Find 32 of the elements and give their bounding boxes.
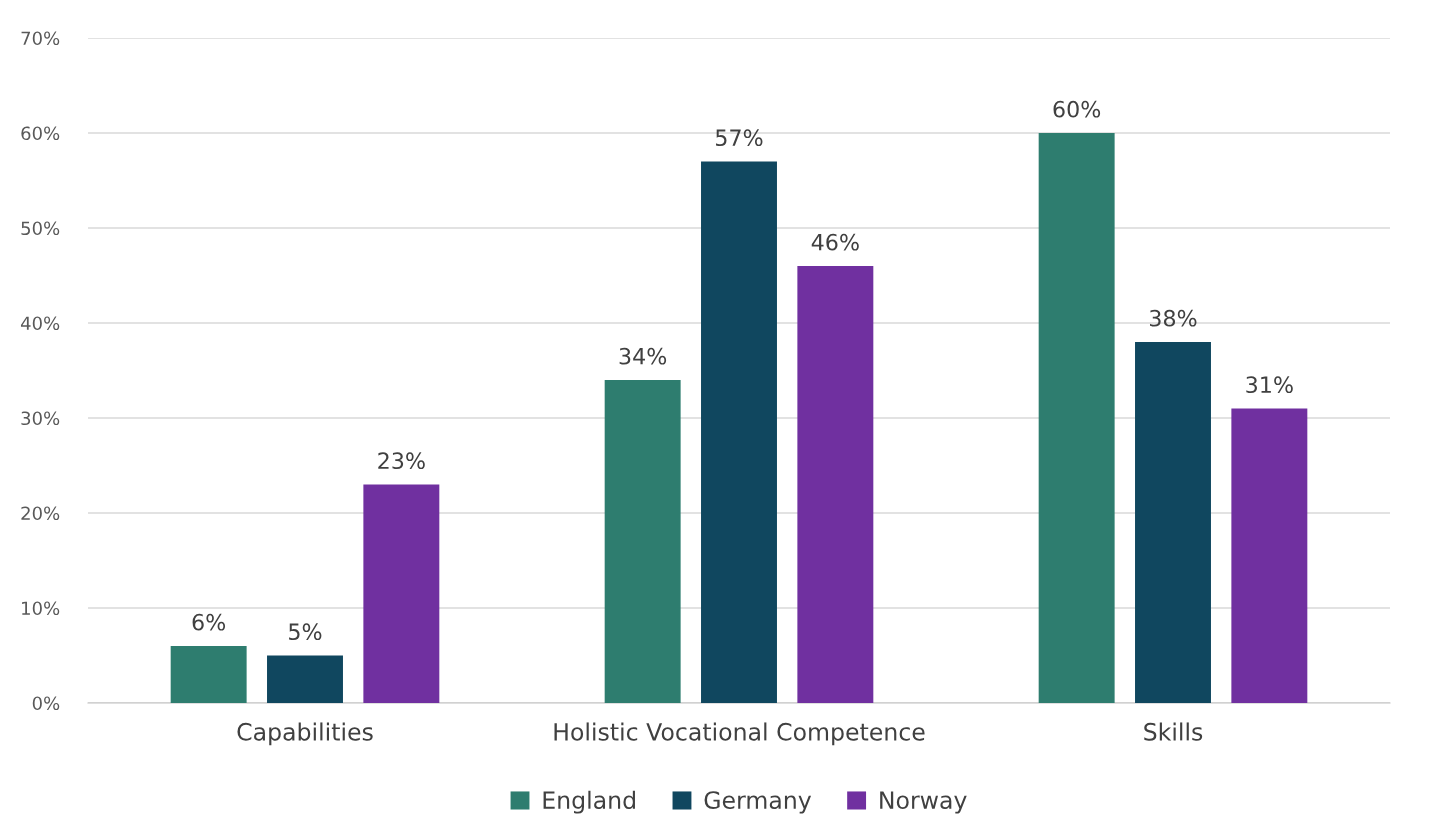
y-tick-label: 20% <box>21 506 60 521</box>
y-tick-label: 50% <box>21 221 60 236</box>
data-label: 34% <box>619 347 667 365</box>
y-tick-label: 70% <box>21 31 60 46</box>
data-label: 57% <box>716 129 763 147</box>
bar <box>267 655 343 703</box>
data-label: 46% <box>811 233 859 251</box>
data-label: 23% <box>378 452 425 470</box>
bar <box>797 266 874 703</box>
y-tick-label: 40% <box>20 316 60 331</box>
x-tick-label: Capabilities <box>237 722 373 746</box>
data-label: 38% <box>1150 309 1197 327</box>
legend-label: Norway <box>880 791 967 814</box>
data-label: 6% <box>192 613 226 631</box>
data-label: 5% <box>289 623 322 641</box>
data-label: 60% <box>1053 100 1101 118</box>
bar <box>604 380 681 703</box>
bar <box>363 484 440 703</box>
x-tick-label: Skills <box>1144 722 1203 741</box>
bar <box>701 161 777 703</box>
y-tick-label: 0% <box>32 696 60 711</box>
legend-label: Germany <box>704 791 812 814</box>
bar <box>1231 408 1308 703</box>
x-tick-label: Holistic Vocational Competence <box>554 722 925 746</box>
y-tick-label: 10% <box>22 601 60 616</box>
legend-label: England <box>543 790 635 814</box>
data-label: 31% <box>1246 376 1293 394</box>
bar <box>1135 342 1211 703</box>
bar <box>170 646 247 703</box>
bar <box>1038 133 1115 703</box>
y-tick-label: 60% <box>21 126 60 141</box>
y-tick-label: 30% <box>21 411 60 426</box>
